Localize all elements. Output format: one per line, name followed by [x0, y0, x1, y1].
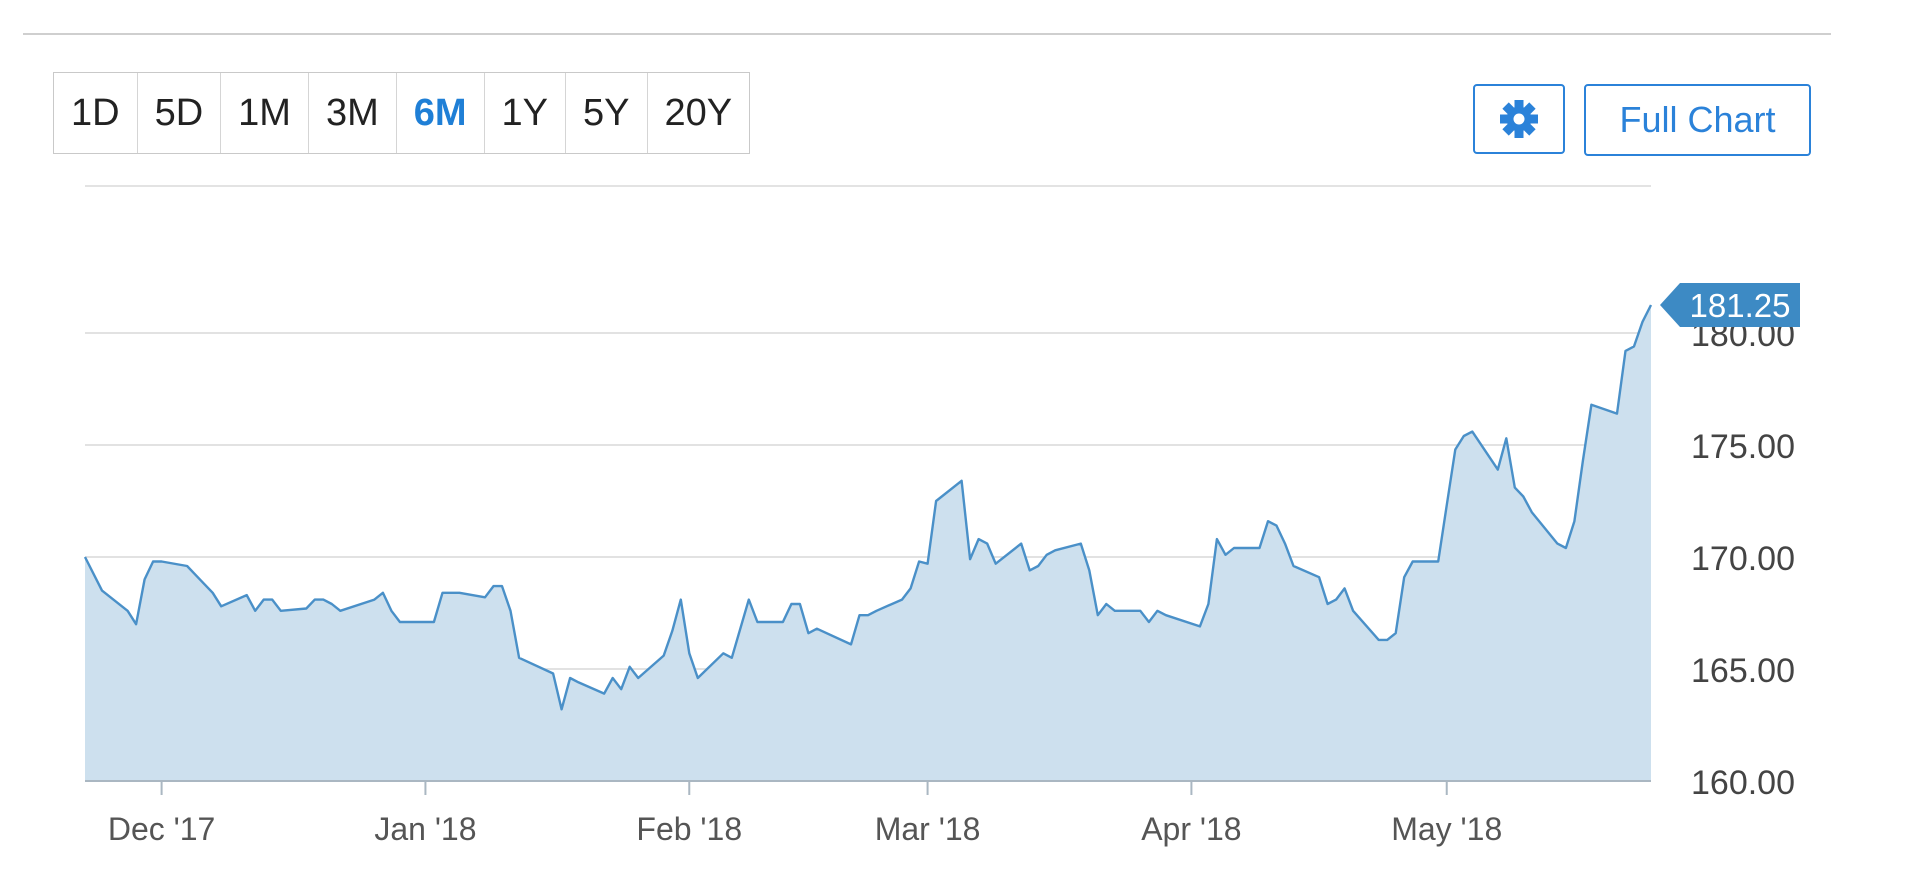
- chart-settings-button[interactable]: [1473, 84, 1565, 154]
- range-button-5d[interactable]: 5D: [138, 73, 222, 153]
- x-tick-label: Apr '18: [1141, 811, 1241, 847]
- last-price-tag: [1660, 283, 1800, 327]
- x-tick-label: May '18: [1391, 811, 1502, 847]
- full-chart-button[interactable]: Full Chart: [1584, 84, 1811, 156]
- range-button-1m[interactable]: 1M: [221, 73, 309, 153]
- range-button-6m[interactable]: 6M: [397, 73, 485, 153]
- range-button-3m[interactable]: 3M: [309, 73, 397, 153]
- y-tick-label: 165.00: [1691, 652, 1795, 690]
- range-button-1y[interactable]: 1Y: [485, 73, 567, 153]
- range-button-1d[interactable]: 1D: [54, 73, 138, 153]
- range-button-5y[interactable]: 5Y: [566, 73, 648, 153]
- price-area: [85, 305, 1651, 781]
- price-line: [83, 304, 1653, 711]
- x-tick-label: Mar '18: [875, 811, 981, 847]
- x-tick-label: Feb '18: [636, 811, 742, 847]
- top-divider: [23, 33, 1831, 35]
- x-tick-label: Jan '18: [374, 811, 476, 847]
- y-tick-label: 170.00: [1691, 540, 1795, 578]
- x-tick-label: Dec '17: [108, 811, 216, 847]
- last-price-label: 181.25: [1690, 287, 1791, 324]
- time-range-selector: 1D 5D 1M 3M 6M 1Y 5Y 20Y: [53, 72, 751, 154]
- range-button-20y[interactable]: 20Y: [664, 91, 733, 134]
- gear-icon: [1500, 100, 1538, 138]
- y-tick-label: 175.00: [1691, 428, 1795, 466]
- y-tick-label: 160.00: [1691, 764, 1795, 802]
